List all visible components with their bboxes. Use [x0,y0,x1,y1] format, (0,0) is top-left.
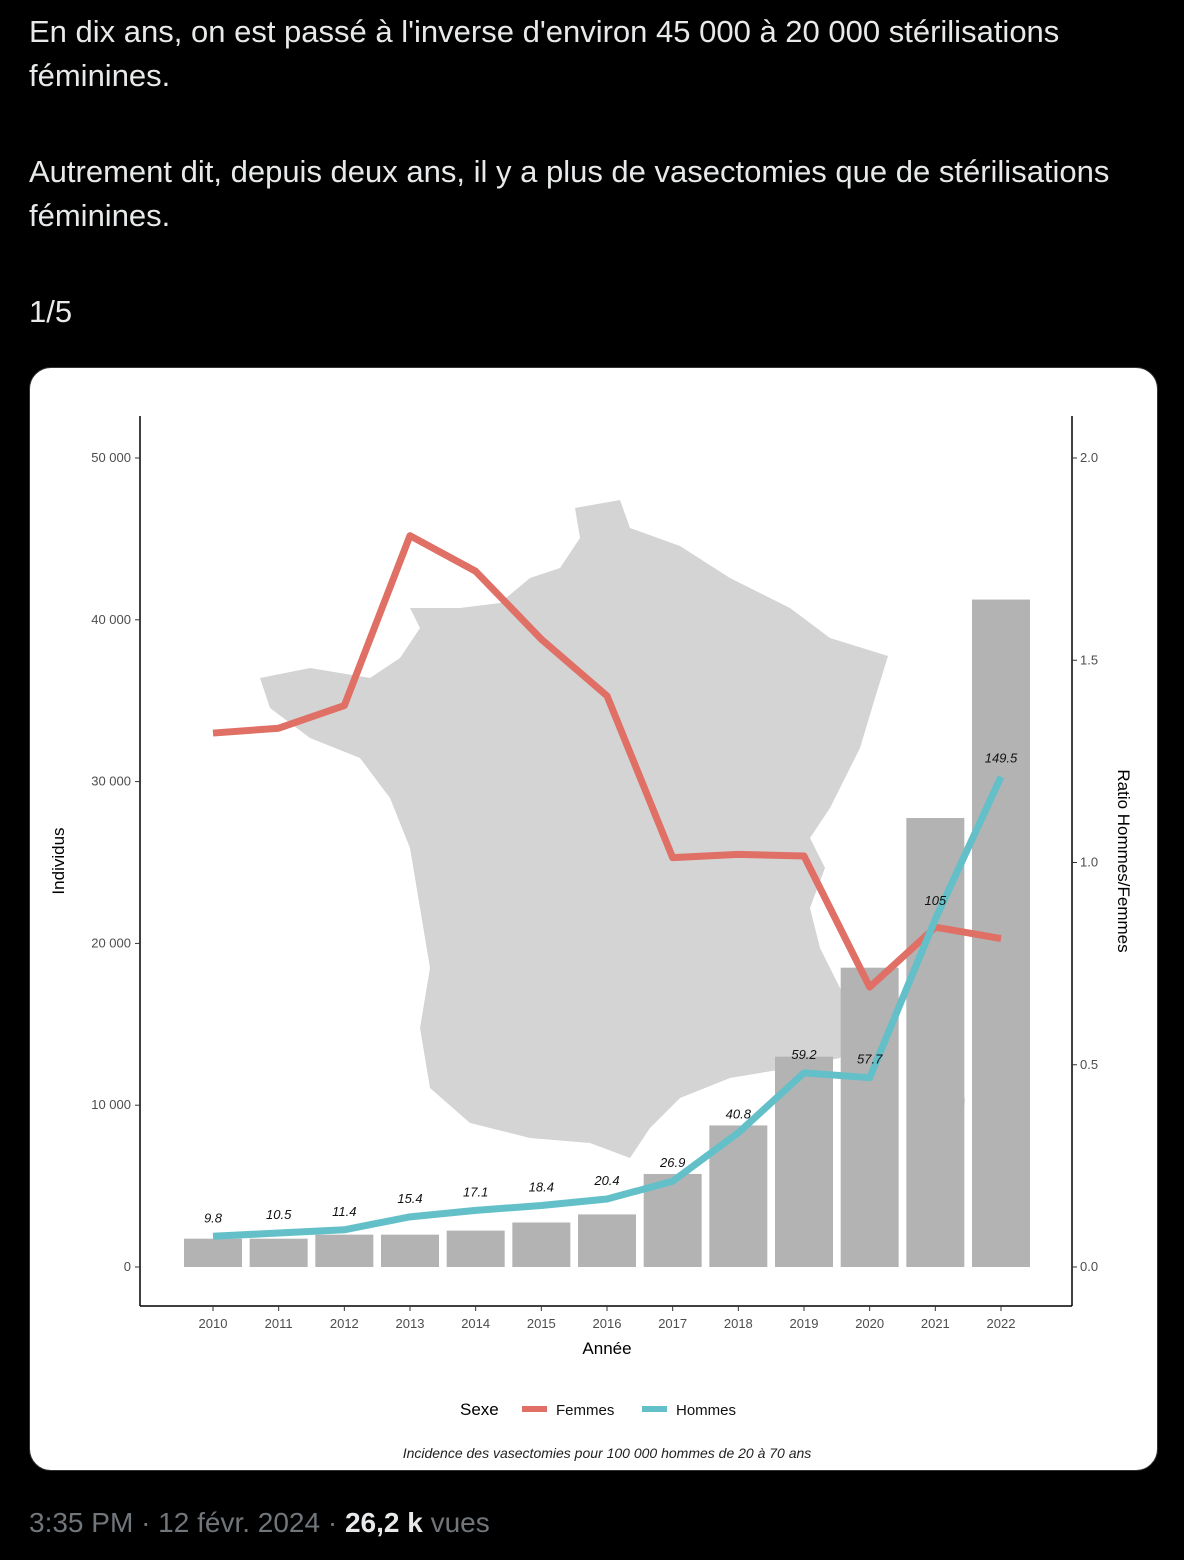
ratio-bar-2011 [249,1238,308,1267]
thread-counter: 1/5 [29,294,73,329]
tweet-meta: 3:35 PM · 12 févr. 2024 · 26,2 k vues [29,1507,490,1539]
x-tick-label: 2010 [199,1316,228,1331]
y-left-tick-label: 20 000 [91,935,131,950]
x-tick-label: 2012 [330,1316,359,1331]
y-right-tick-label: 1.0 [1080,855,1098,870]
y-left-tick-label: 0 [124,1259,131,1274]
x-tick-label: 2011 [265,1316,293,1331]
x-tick-label: 2019 [790,1316,819,1331]
x-tick-label: 2021 [921,1316,950,1331]
ratio-bar-2020 [840,967,899,1267]
tweet-media-image[interactable]: 9.8 10.5 11.4 15.4 17.1 18.4 20.4 26.9 40.8 59.2 5… [29,367,1158,1471]
x-tick-label: 2015 [527,1316,556,1331]
tweet-time[interactable]: 3:35 PM [29,1507,134,1538]
y-left-tick-label: 50 000 [91,450,131,465]
data-label-2014: 17.1 [463,1184,488,1199]
y-left-tick-label: 30 000 [91,774,131,789]
series-line-femmes [212,532,1002,991]
tweet-text: En dix ans, on est passé à l'inverse d'e… [29,10,1149,334]
data-label-2019: 59.2 [791,1047,817,1062]
ratio-bar-2010 [184,1238,242,1267]
y-right-tick-label: 0.0 [1080,1259,1098,1274]
ratio-bar-2013 [381,1234,439,1267]
y-left-tick-label: 40 000 [91,612,131,627]
data-label-2010: 9.8 [204,1210,223,1225]
chart: 9.8 10.5 11.4 15.4 17.1 18.4 20.4 26.9 40.8 59.2 5… [49,416,1133,1461]
data-label-2018: 40.8 [726,1107,752,1122]
data-label-2011: 10.5 [266,1207,292,1222]
data-label-2015: 18.4 [529,1180,554,1195]
views-label: vues [430,1507,490,1538]
y-axis-title: Individus [49,827,68,894]
tweet-date[interactable]: 12 févr. 2024 [158,1507,321,1538]
ratio-bar-2021 [906,818,965,1267]
ratio-bar-2016 [578,1214,636,1267]
x-tick-label: 2017 [658,1316,687,1331]
x-tick-label: 2014 [461,1316,490,1331]
legend-label-hommes: Hommes [676,1402,736,1419]
france-map [260,500,888,1158]
y-axis-right-title: Ratio Hommes/Femmes [1114,769,1133,952]
data-label-2017: 26.9 [659,1155,685,1170]
legend-label-femmes: Femmes [556,1402,614,1419]
x-tick-label: 2022 [987,1316,1016,1331]
x-tick-label: 2020 [855,1316,884,1331]
data-label-2016: 20.4 [593,1173,619,1188]
data-label-2021: 105 [924,893,946,908]
data-label-2012: 11.4 [332,1204,356,1219]
y-right-tick-label: 1.5 [1080,652,1098,667]
x-tick-label: 2016 [593,1316,622,1331]
views-count: 26,2 k [344,1507,423,1538]
data-label-2022: 149.5 [985,751,1018,766]
legend-title: Sexe [460,1400,499,1419]
tweet-line-1: En dix ans, on est passé à l'inverse d'e… [29,14,1060,93]
ratio-bar-2012 [315,1234,374,1267]
x-tick-label: 2013 [396,1316,425,1331]
y-right-tick-label: 0.5 [1080,1057,1098,1072]
y-right-tick-label: 2.0 [1080,450,1098,465]
tweet-line-2: Autrement dit, depuis deux ans, il y a p… [29,154,1110,233]
chart-caption: Incidence des vasectomies pour 100 000 h… [403,1445,812,1461]
x-tick-label: 2018 [724,1316,753,1331]
series-line-hommes [212,775,1005,1240]
ratio-bar-2015 [512,1222,571,1267]
meta-separator-2: · [327,1507,338,1538]
data-label-2013: 15.4 [397,1191,422,1206]
y-left-tick-label: 10 000 [91,1097,131,1112]
data-label-2020: 57.7 [857,1052,883,1067]
meta-separator: · [141,1507,151,1538]
ratio-bar-2014 [446,1230,505,1267]
x-axis-title: Année [582,1339,631,1358]
